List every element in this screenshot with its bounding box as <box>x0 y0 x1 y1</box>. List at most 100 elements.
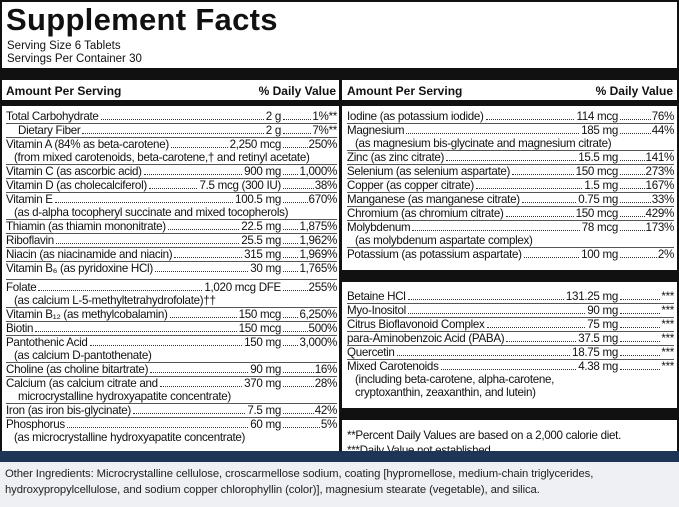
dot-leader <box>170 138 228 148</box>
amount: 150 mg <box>244 336 281 349</box>
dot-leader <box>620 165 645 175</box>
nutrient-item: Vitamin A (84% as beta-carotene) 2,250 mc… <box>6 137 337 164</box>
dv-cell: 167% <box>618 179 674 192</box>
dot-leader <box>167 220 240 230</box>
nutrient-item: Iodine (as potassium iodide) 114 mcg 76% <box>347 110 674 123</box>
nutrient-row: Vitamin A (84% as beta-carotene) 2,250 mc… <box>6 138 337 151</box>
nutrient-item: Biotin 150 mcg 500% <box>6 321 337 335</box>
dot-leader <box>521 193 577 203</box>
nutrient-row: Betaine HCl 131.25 mg *** <box>347 290 674 303</box>
nutrient-label: Dietary Fiber <box>18 124 81 137</box>
nutrient-item: Phosphorus 60 mg 5% (as microcrystalline hy… <box>6 417 337 444</box>
amount-header: Amount Per Serving <box>6 84 122 98</box>
nutrient-label: Total Carbohydrate <box>6 110 99 123</box>
dot-leader <box>82 124 264 134</box>
amount: 131.25 mg <box>565 290 618 303</box>
nutrient-label: Magnesium <box>347 124 405 137</box>
dot-leader <box>446 151 577 161</box>
nutrient-item: Vitamin E 100.5 mg 670% (as d-alpha tocophe… <box>6 192 337 219</box>
dv-cell: 16% <box>281 363 337 376</box>
nutrient-row: Vitamin E 100.5 mg 670% <box>6 193 337 206</box>
amount: 315 mg <box>244 248 281 261</box>
amount: 78 mcg <box>581 221 619 234</box>
dot-leader <box>406 124 580 134</box>
dot-leader <box>154 262 249 272</box>
amount: 7.5 mg <box>247 404 281 417</box>
navy-band <box>0 451 679 462</box>
nutrient-item: Copper (as copper citrate) 1.5 mg 167% <box>347 178 674 192</box>
dot-leader <box>148 179 198 189</box>
daily-value: 5% <box>320 418 337 431</box>
daily-value: 3,000% <box>299 336 337 349</box>
nutrient-item: Manganese (as manganese citrate) 0.75 mg 3… <box>347 192 674 206</box>
dot-leader <box>283 124 312 134</box>
dv-cell: 1,962% <box>281 234 337 247</box>
thick-rule <box>2 68 677 80</box>
dv-header: % Daily Value <box>258 84 336 98</box>
dot-leader <box>283 418 320 428</box>
nutrient-item: Vitamin B₆ (as pyridoxine HCl) 30 mg 1,765… <box>6 261 337 275</box>
dv-cell: 273% <box>618 165 674 178</box>
daily-value: *** <box>661 346 674 359</box>
dot-leader <box>54 193 234 203</box>
nutrient-row: Copper (as copper citrate) 1.5 mg 167% <box>347 179 674 192</box>
column-header: Amount Per Serving % Daily Value <box>6 84 336 98</box>
dot-leader <box>620 248 657 258</box>
dot-leader <box>283 220 299 230</box>
nutrient-label: Vitamin E <box>6 193 53 206</box>
nutrient-item: Vitamin B₁₂ (as methylcobalamin) 150 mcg 6… <box>6 307 337 321</box>
nutrient-item: Citrus Bioflavonoid Complex 75 mg *** <box>347 317 674 331</box>
amount: 2 g <box>265 110 282 123</box>
nutrient-label: Riboflavin <box>6 234 54 247</box>
daily-value: 1,875% <box>299 220 337 233</box>
daily-value: 44% <box>651 124 674 137</box>
nutrient-label: Myo-Inositol <box>347 304 406 317</box>
dv-cell: *** <box>618 332 674 345</box>
nutrient-label: Copper (as copper citrate) <box>347 179 474 192</box>
dv-cell: 44% <box>618 124 674 137</box>
nutrient-row: Calcium (as calcium citrate and 370 mg 28% <box>6 377 337 390</box>
dot-leader <box>283 336 299 346</box>
nutrient-item: Pantothenic Acid 150 mg 3,000% (as calcium … <box>6 335 337 362</box>
dot-leader <box>283 234 299 244</box>
dot-leader <box>283 110 312 120</box>
right-column: Iodine (as potassium iodide) 114 mcg 76% Ma… <box>339 110 679 458</box>
nutrient-row: Myo-Inositol 90 mg *** <box>347 304 674 317</box>
daily-value: 7%** <box>312 124 337 137</box>
nutrient-row: Molybdenum 78 mcg 173% <box>347 221 674 234</box>
nutrient-item: Choline (as choline bitartrate) 90 mg 16% <box>6 362 337 376</box>
nutrient-row: Riboflavin 25.5 mg 1,962% <box>6 234 337 247</box>
amount: 150 mcg <box>238 322 282 335</box>
dot-leader <box>620 290 661 300</box>
amount: 18.75 mg <box>572 346 618 359</box>
amount: 2 g <box>265 124 282 137</box>
dot-leader <box>407 290 564 300</box>
daily-value: 255% <box>308 281 337 294</box>
thick-rule <box>339 408 679 420</box>
nutrient-row: Selenium (as selenium aspartate) 150 mcg 2… <box>347 165 674 178</box>
nutrient-label: Iodine (as potassium iodide) <box>347 110 484 123</box>
dv-cell: 429% <box>618 207 674 220</box>
dot-leader <box>407 304 586 314</box>
daily-value: 250% <box>308 138 337 151</box>
dot-leader <box>283 363 314 373</box>
daily-value: 500% <box>308 322 337 335</box>
nutrient-item: Quercetin 18.75 mg *** <box>347 345 674 359</box>
dot-leader <box>283 404 314 414</box>
dot-leader <box>283 138 308 148</box>
nutrient-item: Iron (as iron bis-glycinate) 7.5 mg 42% <box>6 403 337 417</box>
amount: 2,250 mcg <box>229 138 282 151</box>
daily-value: 28% <box>314 377 337 390</box>
amount: 25.5 mg <box>241 234 281 247</box>
nutrient-row: Iodine (as potassium iodide) 114 mcg 76% <box>347 110 674 123</box>
column-header: Amount Per Serving % Daily Value <box>347 84 673 98</box>
daily-value: 1,962% <box>299 234 337 247</box>
nutrient-item: Vitamin D (as cholecalciferol) 7.5 mcg (3… <box>6 178 337 192</box>
dot-leader <box>55 234 240 244</box>
nutrient-note: (including beta-carotene, alpha-carotene… <box>355 373 555 386</box>
dot-leader <box>475 179 583 189</box>
nutrient-item: Total Carbohydrate 2 g 1%** <box>6 110 337 123</box>
daily-value: 42% <box>314 404 337 417</box>
